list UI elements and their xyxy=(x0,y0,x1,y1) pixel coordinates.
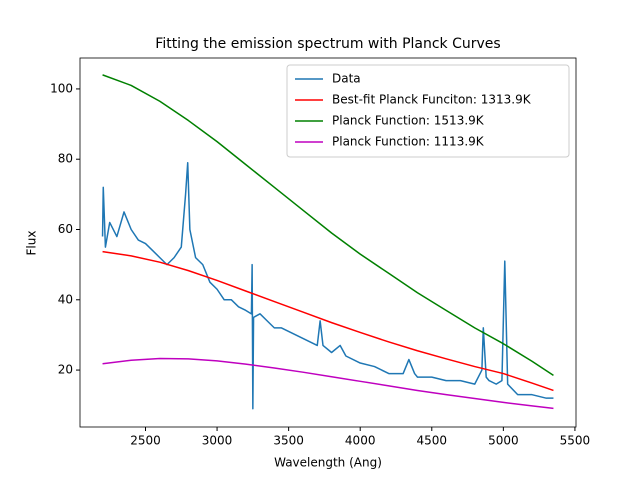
legend-label: Data xyxy=(332,72,361,86)
series-line xyxy=(101,161,554,410)
x-tick-label: 3000 xyxy=(202,434,233,448)
legend-label: Best-fit Planck Funciton: 1313.9K xyxy=(332,93,532,107)
y-axis-label: Flux xyxy=(25,231,39,256)
y-tick-label: 100 xyxy=(50,81,73,95)
series-line xyxy=(102,357,554,410)
legend: Data Best-fit Planck Funciton: 1313.9K Pla… xyxy=(286,64,570,158)
x-axis-label: Wavelength (Ang) xyxy=(274,456,382,470)
x-tick-label: 2500 xyxy=(130,434,161,448)
x-tick-label: 4000 xyxy=(345,434,376,448)
plot-frame xyxy=(79,57,577,428)
x-tick-label: 4500 xyxy=(417,434,448,448)
x-tick-label: 5000 xyxy=(488,434,519,448)
legend-label: Planck Function: 1113.9K xyxy=(332,135,485,149)
y-tick-label: 20 xyxy=(58,363,73,377)
x-tick-label: 5500 xyxy=(560,434,591,448)
legend-box xyxy=(286,64,570,158)
series-line xyxy=(102,74,554,376)
y-tick-label: 60 xyxy=(58,222,73,236)
series-line xyxy=(102,250,554,392)
y-tick-label: 80 xyxy=(58,152,73,166)
chart-title: Fitting the emission spectrum with Planc… xyxy=(155,36,500,52)
legend-label: Planck Function: 1513.9K xyxy=(332,114,485,128)
y-tick-label: 40 xyxy=(58,292,73,306)
x-tick-label: 3500 xyxy=(273,434,304,448)
